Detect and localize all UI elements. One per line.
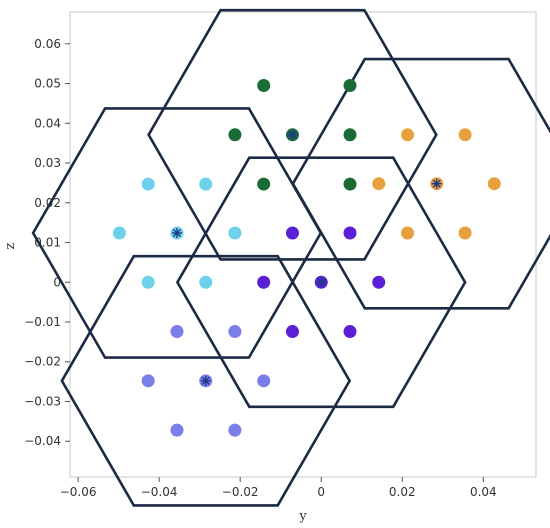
data-point (343, 226, 357, 240)
data-point (458, 226, 472, 240)
y-tick-label: 0.03 (34, 156, 61, 170)
data-point (199, 275, 213, 289)
x-tick-label: −0.06 (60, 485, 97, 499)
x-axis: −0.06 −0.04 −0.02 0 0.02 0.04 (60, 477, 497, 499)
hexagon-outlines (31, 8, 550, 507)
plot-frame (69, 11, 537, 478)
hexagon-outline (291, 57, 550, 310)
data-point (141, 177, 155, 191)
data-point (228, 128, 242, 142)
y-tick-label: −0.01 (24, 315, 61, 329)
center-marker (200, 375, 211, 386)
data-point (343, 177, 357, 191)
y-tick-label: 0 (53, 275, 61, 289)
data-point (112, 226, 126, 240)
data-point (141, 374, 155, 388)
data-point (228, 423, 242, 437)
x-tick-label: −0.04 (141, 485, 178, 499)
y-tick-label: 0.06 (34, 37, 61, 51)
data-point (372, 177, 386, 191)
y-tick-label: −0.03 (24, 394, 61, 408)
data-point (372, 275, 386, 289)
x-tick-label: 0.02 (389, 485, 416, 499)
data-point (228, 325, 242, 339)
y-axis: 0.060.050.040.030.020.010−0.01−0.02−0.03… (24, 37, 70, 448)
y-tick-label: 0.02 (34, 196, 61, 210)
hexagon-outline (60, 254, 352, 507)
data-point (343, 325, 357, 339)
data-point (458, 128, 472, 142)
y-axis-label: z (3, 242, 18, 249)
data-point (257, 275, 271, 289)
data-point (170, 325, 184, 339)
center-marker (316, 277, 327, 288)
data-point (343, 79, 357, 93)
x-tick-label: −0.02 (222, 485, 259, 499)
data-point (170, 423, 184, 437)
center-marker (171, 227, 182, 238)
hexagon-outline (175, 156, 467, 409)
y-tick-label: 0.04 (34, 116, 61, 130)
data-point (228, 226, 242, 240)
x-axis-label: y (298, 509, 307, 524)
center-marker (287, 129, 298, 140)
x-tick-label: 0 (317, 485, 325, 499)
data-point (257, 374, 271, 388)
data-point (401, 128, 415, 142)
y-tick-label: 0.05 (34, 77, 61, 91)
hexagon-outline (31, 107, 323, 359)
data-point (199, 177, 213, 191)
y-tick-label: −0.02 (24, 355, 61, 369)
data-point (285, 226, 299, 240)
y-tick-label: −0.04 (24, 434, 61, 448)
data-point (141, 275, 155, 289)
center-marker (431, 178, 442, 189)
data-point (285, 325, 299, 339)
data-points (112, 79, 501, 437)
x-tick-label: 0.04 (470, 485, 497, 499)
data-point (343, 128, 357, 142)
data-point (257, 177, 271, 191)
data-point (401, 226, 415, 240)
data-point (487, 177, 501, 191)
hexagon-outline (147, 8, 438, 261)
data-point (257, 79, 271, 93)
